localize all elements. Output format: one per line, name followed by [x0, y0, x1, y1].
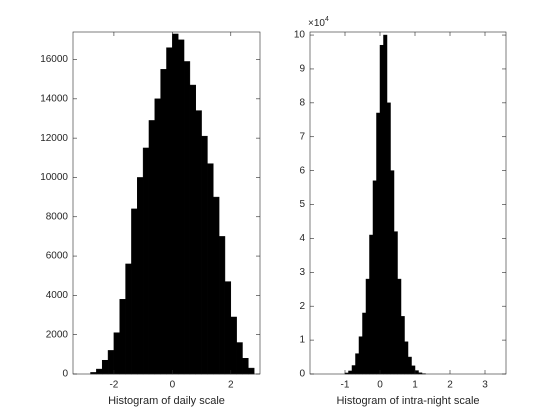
histogram-bar	[348, 370, 353, 375]
x-tick-label: -1	[341, 380, 350, 391]
histogram-bar	[107, 350, 115, 375]
x-tick-label: 0	[377, 380, 383, 391]
y-exponent: ×104	[308, 16, 329, 29]
histogram-bar	[397, 278, 402, 375]
histogram-bar	[365, 278, 370, 375]
histogram-bar	[166, 47, 173, 375]
histogram-bar	[362, 312, 367, 375]
y-tick-label: 16000	[40, 54, 68, 65]
histogram-bar	[218, 236, 226, 375]
y-tick-label: 10	[294, 30, 306, 41]
histogram-bar	[201, 135, 208, 375]
histogram-bar	[142, 147, 150, 375]
y-tick-label: 1	[299, 335, 305, 346]
y-tick-label: 2	[299, 301, 305, 312]
histogram-bar	[414, 370, 419, 375]
histogram-bar	[154, 98, 161, 375]
histogram-bar	[376, 112, 381, 375]
histogram-bar	[404, 341, 409, 375]
y-tick-label: 6	[299, 165, 305, 176]
plot-area	[310, 32, 506, 374]
histogram-bar	[386, 102, 391, 375]
x-axis-label: Histogram of daily scale	[108, 395, 225, 407]
histogram-bar	[137, 177, 144, 375]
histogram-bar	[230, 316, 237, 375]
histogram-bar	[358, 336, 363, 375]
histogram-bar	[407, 356, 412, 375]
histogram-bar	[351, 365, 356, 375]
y-tick-label: 10000	[40, 172, 68, 183]
histogram-bar	[96, 368, 103, 375]
histogram-bar	[390, 170, 395, 375]
y-tick-label: 2000	[46, 329, 69, 340]
histogram-bar	[236, 342, 243, 375]
y-tick-label: 7	[299, 131, 305, 142]
y-exponent-power: 4	[325, 16, 329, 23]
histogram-bar	[189, 84, 196, 375]
histogram-bar	[242, 358, 249, 375]
y-tick-label: 9	[299, 64, 305, 75]
histogram-bar	[183, 61, 191, 375]
y-tick-label: 5	[299, 199, 305, 210]
histogram-bar	[355, 353, 360, 375]
histogram-bar	[393, 231, 398, 375]
y-tick-label: 0	[299, 369, 305, 380]
histogram-bar	[207, 163, 214, 375]
x-axis-label: Histogram of intra-night scale	[336, 395, 479, 407]
histogram-bar	[224, 281, 232, 375]
histogram-bar	[369, 234, 374, 375]
x-tick-label: 2	[447, 380, 453, 391]
y-tick-label: 12000	[40, 133, 68, 144]
y-tick-label: 8000	[46, 211, 69, 222]
histogram-bar	[213, 196, 220, 375]
histogram-bar	[372, 180, 377, 375]
x-tick-label: 2	[228, 380, 234, 391]
x-tick-label: 0	[170, 380, 176, 391]
histogram-bar	[148, 120, 156, 375]
histogram-bar	[172, 33, 179, 375]
histogram-bar	[383, 34, 388, 375]
y-tick-label: 6000	[46, 251, 69, 262]
y-tick-label: 4000	[46, 290, 69, 301]
x-tick-label: 3	[482, 380, 488, 391]
histogram-bar	[177, 39, 185, 375]
histogram-bar	[101, 359, 109, 375]
y-tick-label: 14000	[40, 93, 68, 104]
axes-box	[72, 31, 261, 375]
x-tick-label: 1	[412, 380, 418, 391]
histogram-bar	[125, 263, 132, 375]
histogram-bar	[248, 367, 255, 375]
histogram-bar	[131, 208, 138, 375]
histogram-bar	[400, 316, 405, 375]
axes-box	[309, 31, 507, 375]
y-tick-label: 8	[299, 97, 305, 108]
histogram-bar	[411, 365, 416, 375]
y-tick-label: 3	[299, 267, 305, 278]
histogram-bar	[379, 44, 384, 375]
y-tick-label: 0	[62, 369, 68, 380]
histogram-bar	[195, 110, 202, 375]
y-tick-label: 4	[299, 233, 305, 244]
histogram-bar	[119, 299, 126, 375]
histogram-bar	[113, 332, 120, 375]
y-exponent-base: ×10	[308, 18, 325, 29]
histogram-bar	[160, 69, 167, 375]
x-tick-label: -2	[109, 380, 118, 391]
